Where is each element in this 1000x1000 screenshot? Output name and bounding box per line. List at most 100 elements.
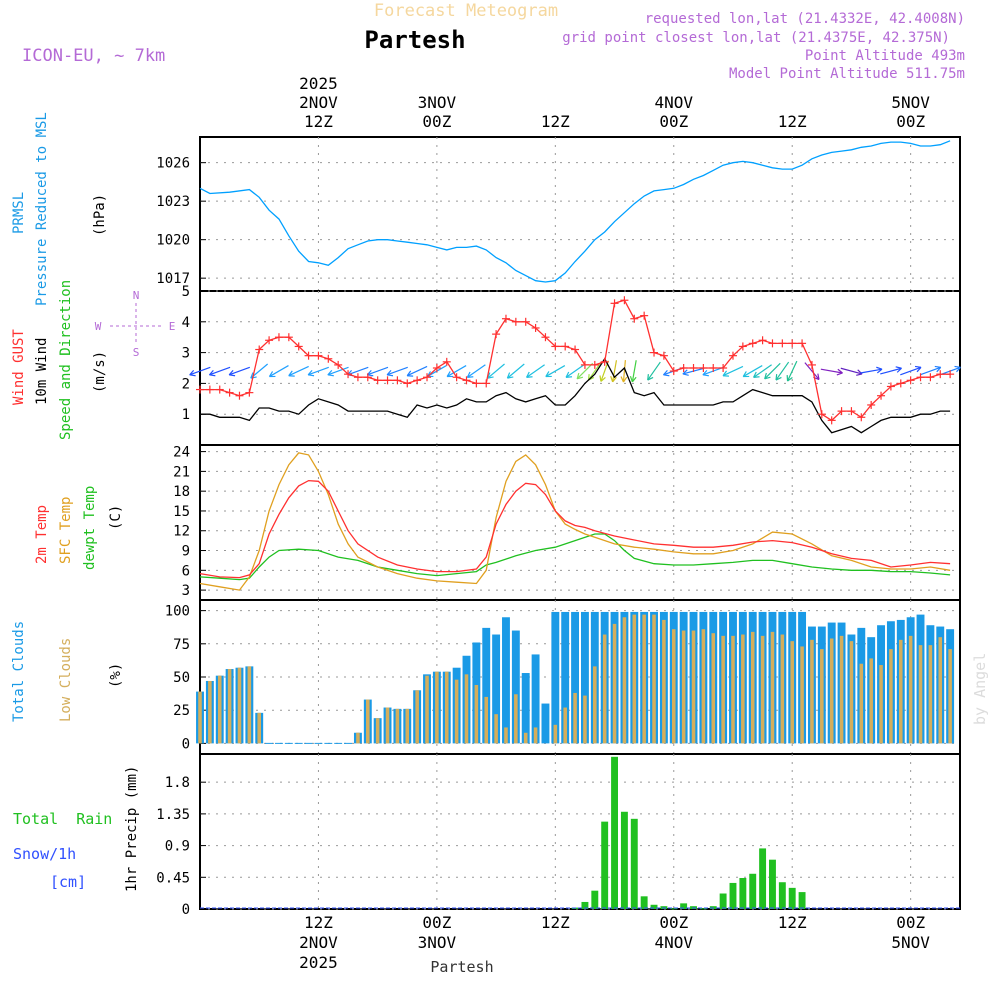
precip-ytick-label: 1.35 [156, 807, 190, 823]
wind-direction-arrow [610, 360, 618, 383]
wind-direction-arrow [565, 364, 585, 378]
top-time-label: 12Z [541, 112, 570, 131]
low-cloud-bar [257, 712, 261, 744]
wind-gust-marker [798, 339, 807, 348]
low-cloud-bar [425, 675, 429, 744]
total-cloud-bar [551, 611, 560, 744]
wind-gust-marker [669, 367, 678, 376]
low-cloud-bar [829, 638, 834, 744]
wind-gust-marker [551, 342, 560, 351]
wind-direction-arrow [775, 361, 790, 381]
total-cloud-bar [482, 627, 491, 744]
dewpt-temp-line [199, 533, 951, 581]
bottom-time-label: 12Z [304, 913, 333, 932]
bottom-time-label: 2NOV [299, 933, 338, 952]
wind-gust-marker [462, 376, 471, 385]
wind-gust-marker [492, 330, 501, 339]
wind-panel: 1 2 3 4 5 [182, 284, 961, 446]
low-cloud-bar [750, 631, 755, 744]
temperature-ytick-label: 12 [173, 524, 190, 540]
wind-gust-marker [215, 385, 224, 394]
wind-ytick-label: 1 [182, 407, 190, 423]
rain-bar [699, 908, 707, 910]
wind-direction-arrow [288, 365, 309, 377]
low-cloud-bar [642, 614, 646, 744]
wind-label-speed-dir: Speed and Direction [58, 280, 74, 440]
wind-gust-marker [334, 360, 343, 369]
precip-label-snow: Snow/1h [13, 845, 76, 863]
wind-gust-marker [205, 385, 214, 394]
rain-bar [650, 904, 658, 909]
wind-gust-marker [886, 382, 895, 391]
wind-ytick-label: 3 [182, 346, 190, 362]
faded-title: Forecast Meteogram [374, 1, 558, 21]
low-cloud-bar [563, 707, 567, 744]
low-cloud-bar [454, 679, 459, 744]
low-cloud-bar [504, 727, 508, 744]
top-time-label: 2025 [299, 74, 338, 93]
pressure-ytick-label: 1023 [156, 194, 190, 210]
precip-panel: 0 0.45 0.9 1.35 1.8 [156, 753, 961, 918]
wind-gust-marker [610, 299, 619, 308]
wind-gust-marker [738, 342, 747, 351]
low-cloud-bar [395, 708, 400, 744]
pressure-label-prmsl: PRMSL [11, 192, 27, 234]
low-cloud-bar [780, 634, 785, 744]
low-cloud-bar [760, 635, 765, 744]
low-cloud-bar [553, 724, 558, 744]
wind-label-10m: 10m Wind [34, 338, 50, 405]
temp-2m-line [199, 479, 951, 579]
low-cloud-bar [662, 619, 666, 744]
total-cloud-bar [492, 634, 501, 744]
wind-gust-marker [265, 336, 274, 345]
wind-direction-arrow [764, 362, 781, 380]
wind-gust-marker [482, 379, 491, 388]
temperature-frame [199, 444, 961, 601]
total-cloud-bar [580, 611, 589, 744]
rain-bar [798, 892, 806, 909]
total-cloud-bar [521, 673, 530, 744]
wind-gust-marker [501, 314, 510, 323]
low-cloud-bar [800, 646, 804, 744]
low-cloud-bar [533, 727, 538, 744]
low-cloud-bar [918, 645, 923, 744]
clouds-unit: (%) [108, 663, 124, 688]
low-cloud-bar [612, 623, 617, 744]
wind-gust-marker [679, 364, 688, 372]
clouds-ytick-label: 100 [165, 604, 190, 620]
low-cloud-bar [484, 696, 489, 744]
low-cloud-bar [928, 645, 933, 744]
wind-gust-marker [728, 351, 737, 360]
wind-gust-marker [314, 351, 323, 360]
bottom-time-label: 12Z [541, 913, 570, 932]
wind-gust-marker [659, 351, 668, 360]
temperature-ytick-label: 6 [182, 563, 190, 579]
wind-gust-marker [373, 376, 382, 385]
rain-bar [749, 873, 757, 909]
wind-gust-marker [580, 360, 589, 369]
pressure-line [199, 140, 951, 283]
clouds-ytick-label: 0 [182, 736, 190, 752]
wind-direction-arrow [576, 362, 594, 380]
clouds-ytick-label: 75 [173, 637, 190, 653]
temp-unit: (C) [108, 505, 124, 530]
low-cloud-bar [602, 634, 607, 744]
rain-bar [630, 818, 638, 909]
wind-direction-arrow [880, 366, 902, 375]
top-time-label: 00Z [422, 112, 451, 131]
rain-bar [601, 821, 609, 909]
model-label: ICON-EU, ~ 7km [22, 46, 165, 66]
wind-gust-marker [413, 376, 422, 385]
wind-gust-marker [472, 379, 481, 388]
wind-gust-marker [768, 339, 777, 348]
precip-label-snow-unit: [cm] [50, 873, 86, 891]
low-cloud-bar [849, 641, 854, 744]
top-time-label: 12Z [778, 112, 807, 131]
rain-bar [788, 887, 796, 909]
rain-bar [778, 882, 786, 909]
low-cloud-bar [671, 629, 676, 744]
rain-bar [739, 878, 747, 909]
clouds-label-total: Total Clouds [11, 621, 27, 722]
